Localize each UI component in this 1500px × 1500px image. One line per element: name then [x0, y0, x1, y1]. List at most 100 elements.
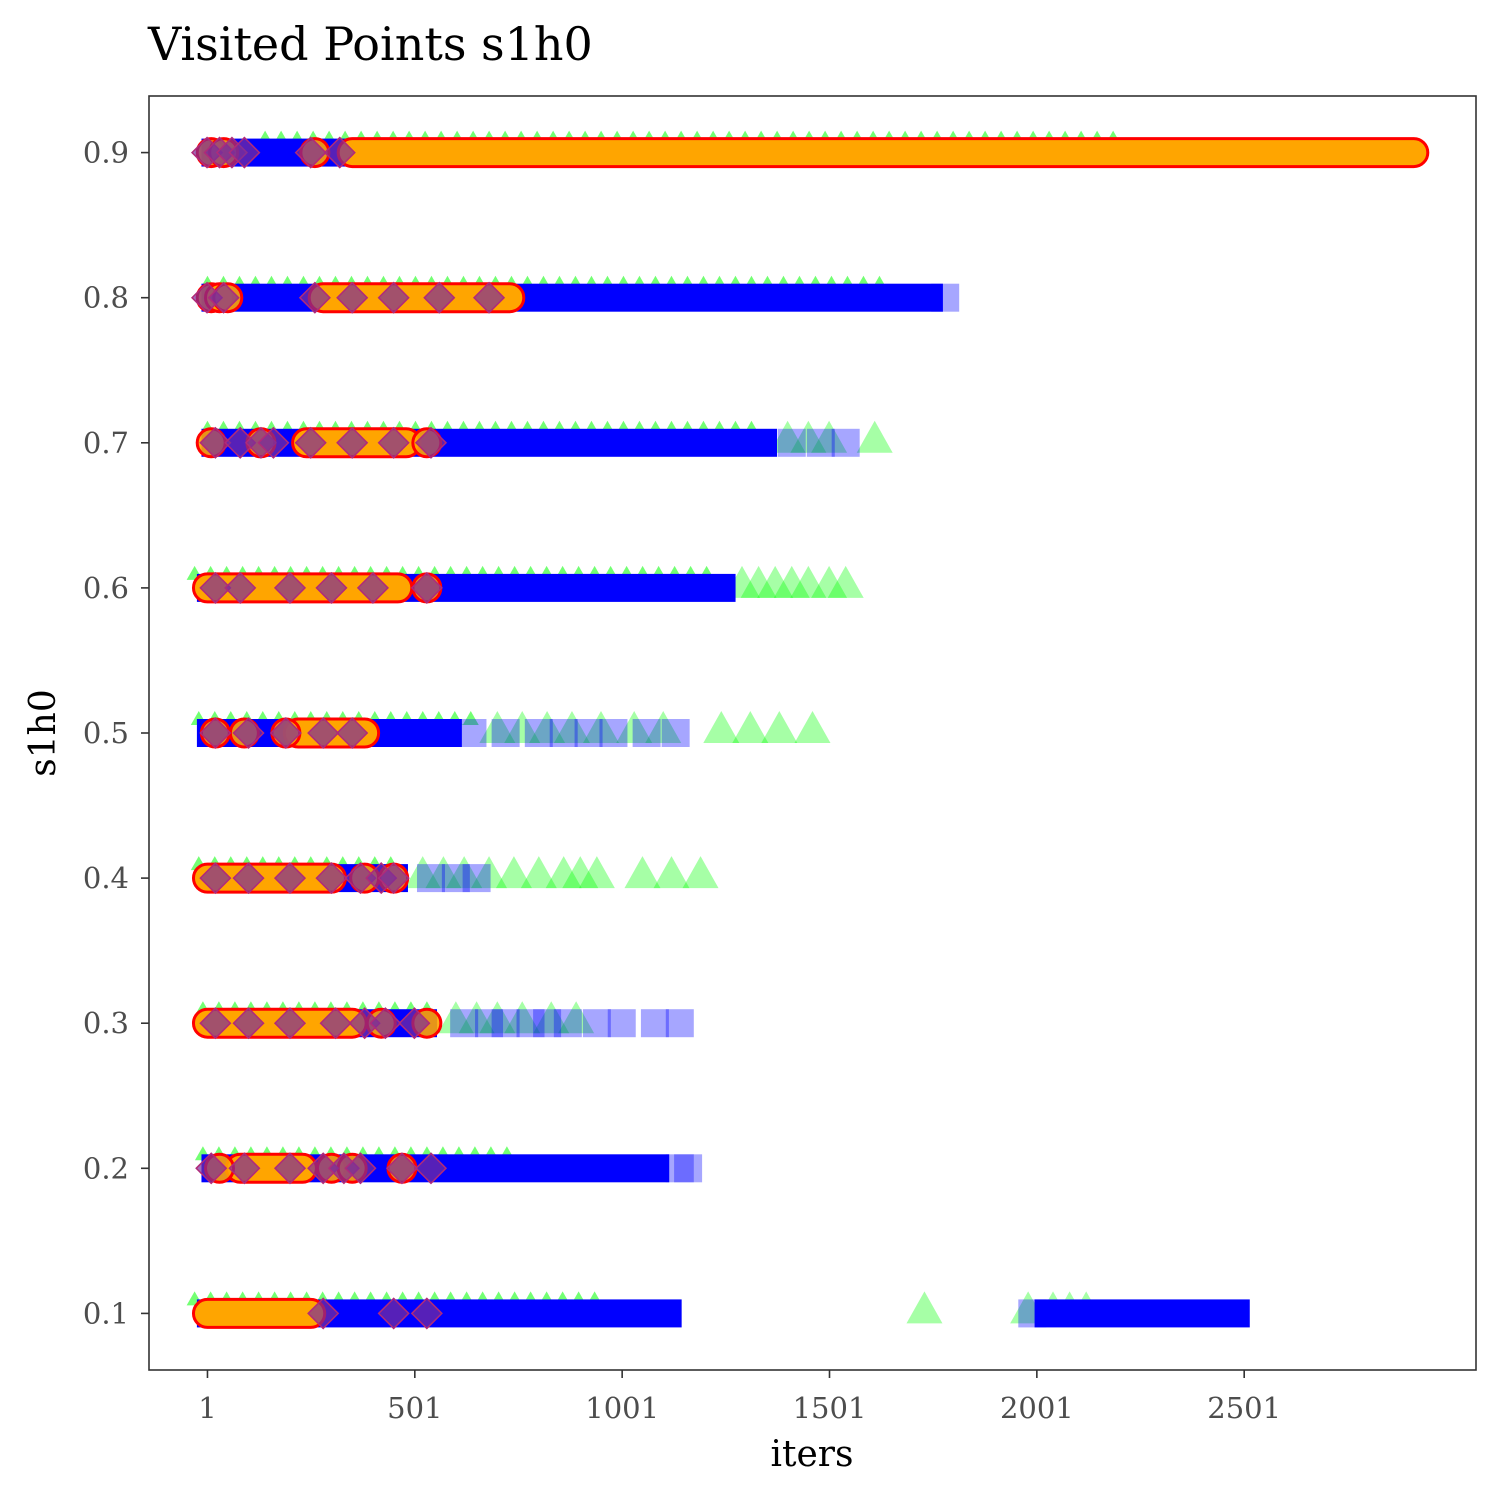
diamond-point [307, 1297, 340, 1330]
diamond-point [273, 1007, 307, 1040]
triangle-point [479, 711, 516, 743]
diamond-point [323, 136, 356, 169]
diamond-point [398, 1007, 431, 1040]
triangle-point [479, 1001, 516, 1034]
triangle-point [856, 420, 893, 453]
diamond-point [273, 571, 307, 604]
triangle-point [558, 1001, 595, 1034]
triangle-point [545, 856, 582, 889]
diamond-point [423, 281, 456, 314]
square-point [640, 1009, 669, 1038]
diamond-point [232, 716, 265, 750]
square-point [516, 1009, 545, 1038]
triangle-point [616, 711, 653, 743]
x-axis: 1 501 1001 1501 2001 2501 [198, 1370, 1281, 1425]
triangle-point [757, 565, 794, 598]
diamond-point [269, 716, 302, 750]
triangle-point [404, 856, 441, 889]
diamond-point [377, 426, 410, 459]
y-tick-label: 0.7 [83, 426, 129, 460]
triangle-point [425, 856, 462, 889]
diamond-point [336, 426, 369, 459]
triangle-point [562, 856, 599, 889]
diamond-point [199, 1007, 232, 1040]
x-tick-label: 2501 [1207, 1391, 1281, 1425]
square-point [661, 719, 690, 747]
triangle-point [790, 420, 827, 453]
square-point [533, 1009, 562, 1038]
x-axis-title: iters [771, 1434, 854, 1475]
triangle-point [703, 711, 740, 743]
diamond-point [273, 862, 307, 895]
triangle-point [790, 565, 827, 598]
diamond-point [414, 1152, 448, 1185]
triangle-point [769, 420, 806, 453]
square-point [491, 719, 520, 747]
triangle-point [437, 1001, 474, 1034]
y-tick-label: 0.6 [83, 571, 129, 605]
square-point [553, 1009, 582, 1038]
chart-title: Visited Points s1h0 [147, 17, 593, 71]
diamond-point [195, 1152, 228, 1185]
circle-point-run [336, 137, 1430, 169]
square-point [806, 428, 835, 457]
diamond-point [336, 716, 369, 750]
square-point [777, 428, 806, 457]
x-tick-label: 501 [387, 1391, 442, 1425]
diamond-point [344, 1152, 377, 1185]
triangle-point [533, 1001, 570, 1034]
triangle-point [458, 1001, 495, 1034]
x-tick-label: 1 [198, 1391, 216, 1425]
triangle-point [740, 565, 777, 598]
y-tick-label: 0.8 [83, 281, 129, 315]
triangle-point [462, 711, 479, 725]
triangle-point [624, 856, 661, 889]
triangle-point [578, 856, 615, 889]
square-point [665, 1009, 694, 1038]
triangle-point [520, 856, 557, 889]
diamond-point [199, 716, 232, 750]
square-point [462, 864, 491, 893]
square-point [931, 283, 960, 312]
diamond-point [298, 281, 331, 314]
x-tick-label: 1501 [793, 1391, 867, 1425]
triangle-point [471, 856, 508, 889]
square-point-run [1034, 1299, 1250, 1328]
diamond-point [369, 1007, 402, 1040]
diamond-point [199, 426, 232, 459]
square-point [450, 1009, 479, 1038]
diamond-point [319, 1007, 352, 1040]
diamond-point [356, 571, 389, 604]
y-tick-label: 0.9 [83, 136, 129, 170]
triangle-point [761, 711, 798, 743]
circle-point-run [191, 1297, 327, 1329]
diamond-point [199, 862, 232, 895]
diamond-point [377, 281, 410, 314]
diamond-point [377, 1297, 410, 1330]
y-tick-label: 0.5 [83, 716, 129, 750]
square-point [632, 719, 661, 747]
diamond-point [228, 136, 261, 169]
square-point [574, 719, 603, 747]
square-point [674, 1154, 703, 1183]
diamond-point [410, 571, 443, 604]
square-point [524, 719, 553, 747]
diamond-point [257, 426, 290, 459]
square-point [458, 719, 487, 747]
diamond-point [315, 571, 348, 604]
square-point [599, 719, 628, 747]
triangle-point [732, 711, 769, 743]
diamond-point [377, 862, 410, 895]
y-tick-label: 0.2 [83, 1151, 129, 1185]
square-point [831, 428, 860, 457]
triangle-point [495, 856, 532, 889]
x-tick-label: 2001 [1000, 1391, 1074, 1425]
diamond-point [199, 571, 232, 604]
square-point [475, 1009, 504, 1038]
diamond-point [224, 571, 257, 604]
triangle-point [504, 711, 541, 743]
diamond-point [273, 1152, 307, 1185]
diamond-point [385, 1152, 419, 1185]
diamond-point [294, 426, 327, 459]
